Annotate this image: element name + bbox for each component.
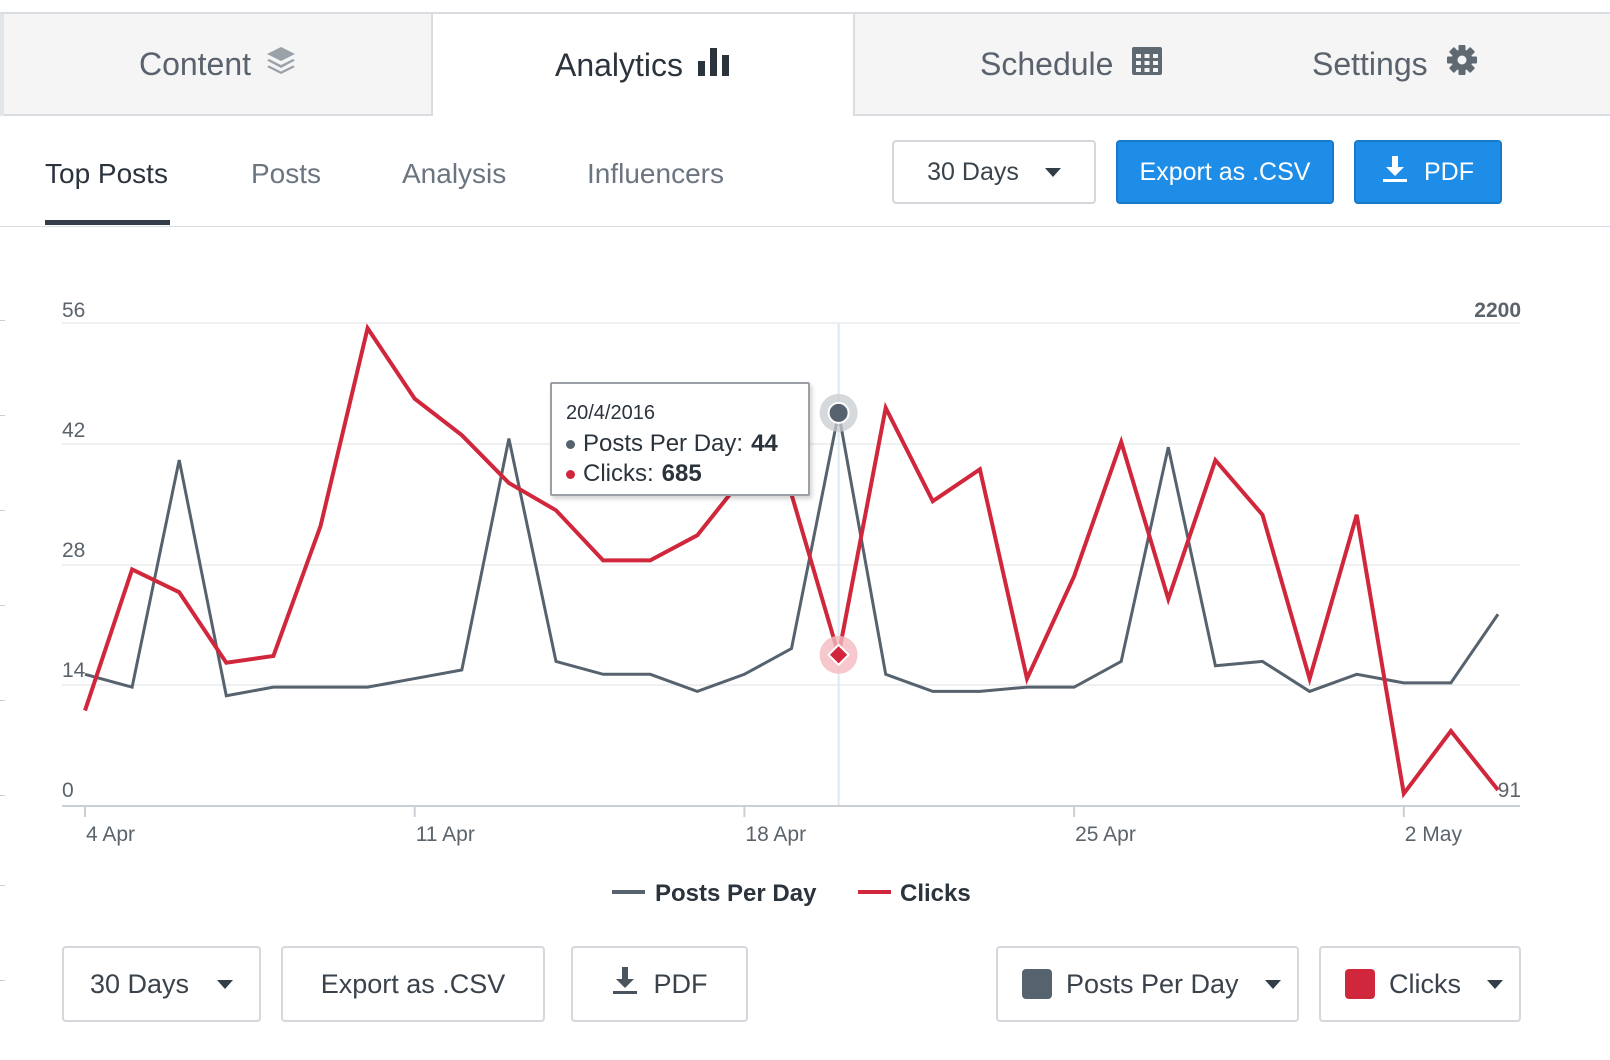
tab-schedule[interactable]: Schedule — [980, 44, 1163, 84]
x-tick-label: 25 Apr — [1075, 823, 1136, 846]
y-left-tick-label: 42 — [62, 419, 85, 442]
tooltip-date: 20/4/2016 — [566, 402, 655, 424]
tooltip-clicks-row: Clicks: 685 — [566, 459, 794, 489]
series1-selector-label: Posts Per Day — [1066, 968, 1239, 999]
subnav-divider — [0, 226, 1610, 227]
posts-per-day-line — [84, 412, 1500, 698]
tooltip-posts-label: Posts Per Day: — [583, 430, 744, 457]
download-icon — [1382, 155, 1408, 190]
tab-bar-top-border — [0, 12, 1610, 14]
tab-content[interactable]: Content — [4, 14, 432, 116]
tooltip-clicks-value: 685 — [661, 460, 702, 487]
tab-bar-left-edge — [0, 14, 4, 116]
active-subnav-indicator — [45, 220, 170, 225]
clicks-dot-icon — [566, 469, 575, 479]
range-dropdown-label: 30 Days — [927, 157, 1019, 186]
chevron-down-icon — [217, 979, 234, 989]
posts-color-swatch — [1022, 969, 1052, 999]
chart-tooltip: 20/4/2016 Posts Per Day: 44 Clicks: 685 — [550, 382, 810, 496]
legend-posts-label: Posts Per Day — [655, 880, 817, 907]
pdf-label: PDF — [1424, 157, 1474, 186]
export-csv-label: Export as .CSV — [1139, 157, 1311, 186]
tooltip-clicks-label: Clicks: — [583, 460, 654, 487]
main-tab-bar: Content Analytics Schedule — [0, 0, 1610, 118]
export-csv-button[interactable]: Export as .CSV — [1116, 140, 1334, 204]
tab-settings[interactable]: Settings — [1312, 44, 1478, 84]
tab-group-right: Schedule Settings — [855, 14, 1610, 116]
series2-selector[interactable]: Clicks — [1319, 946, 1521, 1022]
y-left-tick-label: 56 — [62, 299, 85, 322]
bottom-range-dropdown[interactable]: 30 Days — [62, 946, 261, 1022]
y-left-tick-label: 28 — [62, 539, 85, 562]
download-icon — [612, 966, 638, 1003]
tooltip-posts-row: Posts Per Day: 44 — [566, 429, 794, 459]
posts-dot-icon — [566, 439, 575, 449]
clicks-color-swatch — [1345, 969, 1375, 999]
bottom-pdf-label: PDF — [653, 968, 708, 999]
tab-content-label: Content — [138, 45, 252, 82]
chart-axes: 0 14 28 42 56 2200 91 4 Apr 11 Apr 18 Apr 25 Apr 2 … — [62, 299, 1521, 846]
gear-icon — [1446, 44, 1478, 84]
chevron-down-icon — [1044, 167, 1061, 177]
calendar-icon — [1131, 44, 1163, 84]
y-left-tick-label: 0 — [62, 779, 74, 802]
posts-hover-point — [827, 401, 850, 424]
x-tick-label: 4 Apr — [86, 823, 135, 846]
chevron-down-icon — [1264, 979, 1281, 989]
clicks-hover-point — [827, 643, 851, 667]
tab-schedule-label: Schedule — [980, 45, 1114, 82]
range-dropdown[interactable]: 30 Days — [892, 140, 1096, 204]
y-left-tick-label: 14 — [62, 659, 86, 682]
tab-settings-label: Settings — [1312, 45, 1428, 82]
tooltip-posts-value: 44 — [751, 430, 778, 457]
legend-clicks-label: Clicks — [900, 880, 971, 907]
x-tick-label: 18 Apr — [745, 823, 806, 846]
y-right-top-label: 2200 — [1474, 299, 1521, 322]
x-tick-label: 11 Apr — [416, 823, 475, 846]
analytics-line-chart: 0 14 28 42 56 2200 91 4 Apr 11 Apr 18 Apr 25 Apr 2 … — [62, 299, 1521, 907]
pdf-button[interactable]: PDF — [1354, 140, 1502, 204]
layers-icon — [265, 44, 297, 84]
x-tick-label: 2 May — [1405, 823, 1463, 846]
chart-markers — [819, 393, 858, 674]
subnav-posts[interactable]: Posts — [251, 158, 322, 189]
tab-analytics-label: Analytics — [554, 46, 684, 83]
series2-selector-label: Clicks — [1389, 968, 1461, 999]
series1-selector[interactable]: Posts Per Day — [996, 946, 1299, 1022]
subnav-analysis[interactable]: Analysis — [402, 158, 507, 189]
bottom-export-csv-label: Export as .CSV — [320, 968, 506, 999]
y-right-bottom-label: 91 — [1498, 779, 1521, 802]
bottom-export-csv-button[interactable]: Export as .CSV — [281, 946, 545, 1022]
subnav-top-posts[interactable]: Top Posts — [45, 158, 168, 189]
tab-analytics[interactable]: Analytics — [431, 14, 855, 116]
chevron-down-icon — [1487, 979, 1503, 989]
bottom-pdf-button[interactable]: PDF — [571, 946, 748, 1022]
bar-chart-icon — [697, 45, 731, 85]
bottom-range-label: 30 Days — [89, 968, 190, 999]
subnav-influencers[interactable]: Influencers — [587, 158, 724, 189]
chart-legend: Posts Per Day Clicks — [612, 880, 971, 907]
